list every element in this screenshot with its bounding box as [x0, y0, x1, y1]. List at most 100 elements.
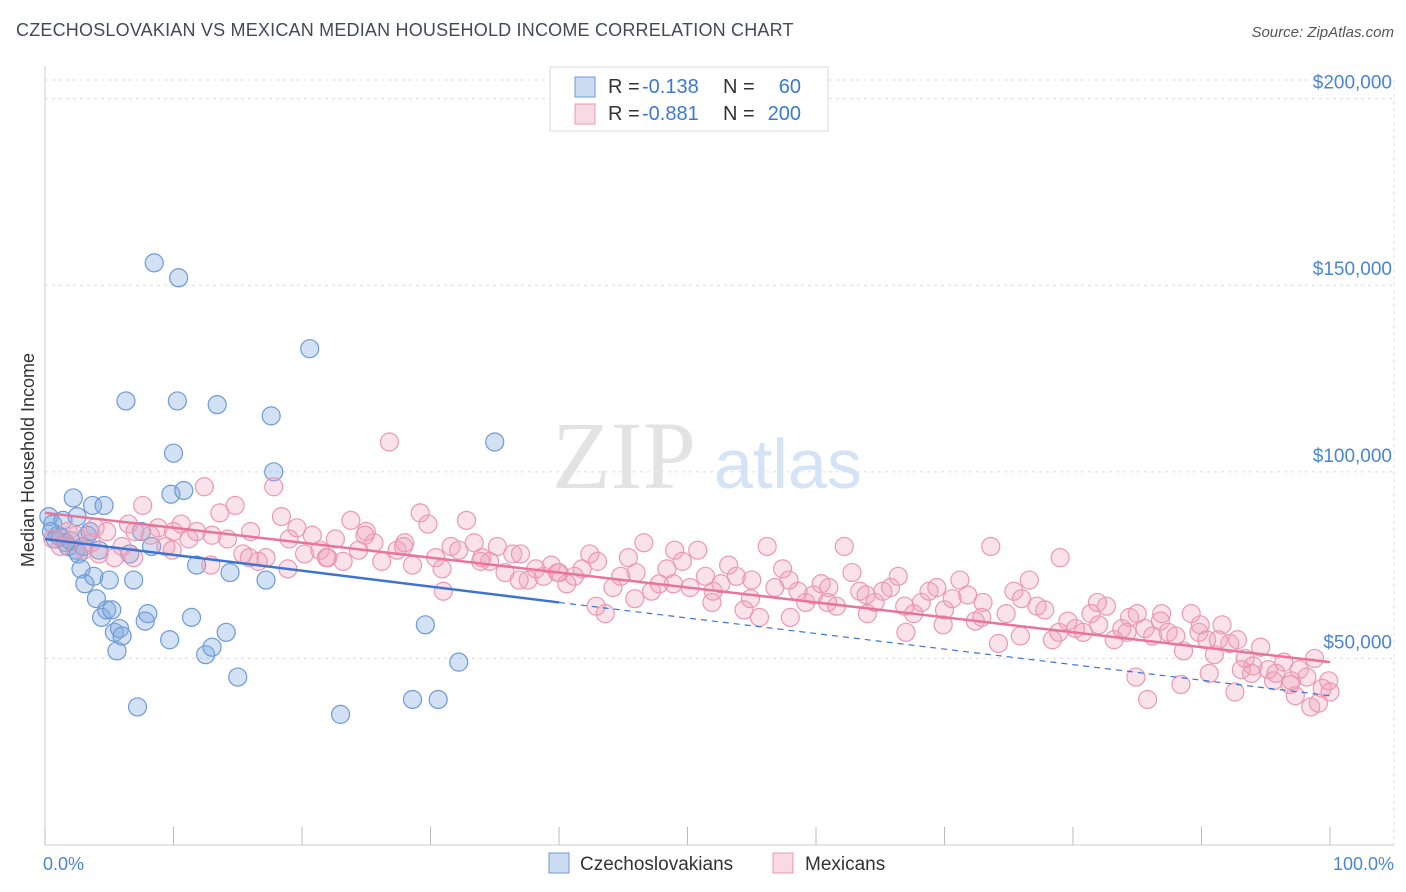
mexicans-point-12	[133, 495, 153, 516]
mexicans-point-91	[742, 570, 762, 590]
mexicans-point-65	[541, 555, 561, 575]
mexicans-point-39	[341, 510, 361, 530]
mexicans-point-144	[1150, 611, 1170, 631]
legend-box: R = -0.138 N = 60 R = -0.881 N = 200	[549, 66, 829, 132]
mexicans-point-87	[711, 574, 731, 594]
mexicans-point-184	[1087, 592, 1108, 613]
czechoslovakians-point-51	[207, 395, 227, 415]
watermark-atlas: atlas	[714, 425, 862, 503]
czechoslovakians-point-40	[144, 253, 164, 273]
czechoslovakians-point-27	[102, 600, 122, 620]
mexicans-point-69	[572, 559, 592, 579]
mexicans-point-199	[509, 570, 529, 590]
series-mexicans	[43, 432, 1340, 717]
mexicans-point-22	[210, 503, 230, 523]
czechoslovakians-point-34	[124, 570, 144, 590]
czechoslovakians-point-60	[402, 689, 423, 710]
legend-swatch-pink	[574, 103, 596, 125]
mexicans-point-200	[471, 551, 491, 571]
czechoslovakians-point-35	[127, 697, 148, 717]
czechoslovakians-point-38	[138, 604, 158, 624]
y-tick-labels: $50,000 $100,000 $150,000 $200,000	[1313, 73, 1392, 654]
mexicans-point-38	[333, 551, 353, 571]
czechoslovakians-point-49	[196, 645, 216, 665]
mexicans-point-157	[1251, 637, 1271, 657]
legend-n-value-2: 200	[768, 103, 801, 125]
mexicans-point-210	[85, 518, 105, 538]
mexicans-point-156	[1243, 656, 1263, 676]
mexicans-point-118	[950, 570, 970, 590]
czechoslovakians-point-55	[256, 570, 276, 590]
mexicans-point-116	[934, 600, 955, 620]
czechoslovakians-point-25	[97, 600, 117, 620]
mexicans-point-70	[580, 544, 600, 564]
mexicans-point-81	[665, 540, 685, 560]
czechoslovakians-point-44	[167, 391, 187, 411]
y-tick-label-3: $200,000	[1313, 73, 1392, 94]
mexicans-point-194	[702, 592, 722, 613]
mexicans-point-115	[927, 577, 947, 598]
mexicans-point-54	[456, 510, 477, 530]
mexicans-point-121	[973, 592, 993, 613]
czechoslovakians-point-57	[264, 462, 284, 482]
mexicans-point-48	[410, 503, 430, 523]
mexicans-point-190	[856, 585, 876, 605]
y-tick-label-1: $100,000	[1313, 446, 1392, 467]
mexicans-point-163	[1297, 667, 1317, 687]
mexicans-point-135	[1081, 604, 1101, 624]
czechoslovakians-point-63	[449, 652, 469, 672]
mexicans-point-111	[896, 622, 916, 642]
mexicans-point-89	[726, 566, 746, 586]
czechoslovakians-point-32	[116, 391, 136, 411]
czechoslovakians-point-20	[84, 566, 104, 586]
mexicans-point-152	[1212, 615, 1232, 635]
czechoslovakians-point-59	[330, 704, 351, 724]
czechoslovakians-trend-line	[44, 537, 560, 604]
watermark: ZIP atlas	[552, 402, 862, 509]
mexicans-point-96	[780, 607, 800, 627]
mexicans-point-127	[1019, 570, 1039, 590]
x-tick-min: 0.0%	[43, 854, 84, 874]
mexicans-point-126	[1011, 589, 1032, 609]
mexicans-point-197	[586, 596, 606, 616]
mexicans-point-203	[355, 525, 375, 545]
legend-r-value-1: -0.138	[642, 76, 699, 98]
y-tick-label-0: $50,000	[1323, 632, 1392, 653]
series-czechoslovakians	[39, 253, 505, 724]
mexicans-point-103	[834, 536, 854, 557]
bottom-legend-label-czechoslovakians: Czechoslovakians	[580, 854, 733, 875]
y-tick-label-2: $150,000	[1313, 259, 1392, 280]
mexicans-point-172	[1231, 660, 1251, 680]
legend-swatch-blue	[574, 76, 596, 98]
mexicans-point-168	[1137, 689, 1158, 710]
mexicans-point-49	[418, 514, 438, 534]
mexicans-point-7	[97, 521, 117, 542]
mexicans-point-47	[402, 555, 423, 575]
czechoslovakians-point-29	[107, 641, 127, 661]
mexicans-point-195	[663, 574, 683, 594]
mexicans-point-88	[719, 555, 739, 575]
mexicans-point-75	[618, 548, 638, 568]
mexicans-point-95	[772, 559, 793, 579]
czechoslovakians-point-42	[161, 484, 181, 504]
mexicans-point-90	[734, 600, 754, 620]
mexicans-point-167	[1126, 667, 1146, 687]
mexicans-point-136	[1089, 615, 1109, 635]
bottom-legend: Czechoslovakians Mexicans	[548, 852, 885, 875]
mexicans-point-129	[1035, 600, 1055, 620]
mexicans-point-58	[487, 536, 507, 557]
source-credit: Source: ZipAtlas.com	[1251, 24, 1394, 41]
czechoslovakians-point-48	[187, 555, 207, 575]
mexicans-point-24	[225, 495, 245, 516]
mexicans-point-154	[1227, 630, 1248, 650]
mexicans-point-32	[287, 518, 307, 538]
mexicans-point-204	[316, 548, 337, 568]
mexicans-point-196	[625, 589, 645, 609]
czechoslovakians-point-58	[300, 339, 320, 359]
mexicans-point-53	[449, 540, 469, 560]
mexicans-point-188	[933, 615, 953, 635]
axes	[44, 66, 1394, 846]
y-axis-label: Median Household Income	[18, 353, 38, 567]
mexicans-point-110	[888, 566, 908, 586]
legend-n-value-1: 60	[779, 76, 801, 98]
